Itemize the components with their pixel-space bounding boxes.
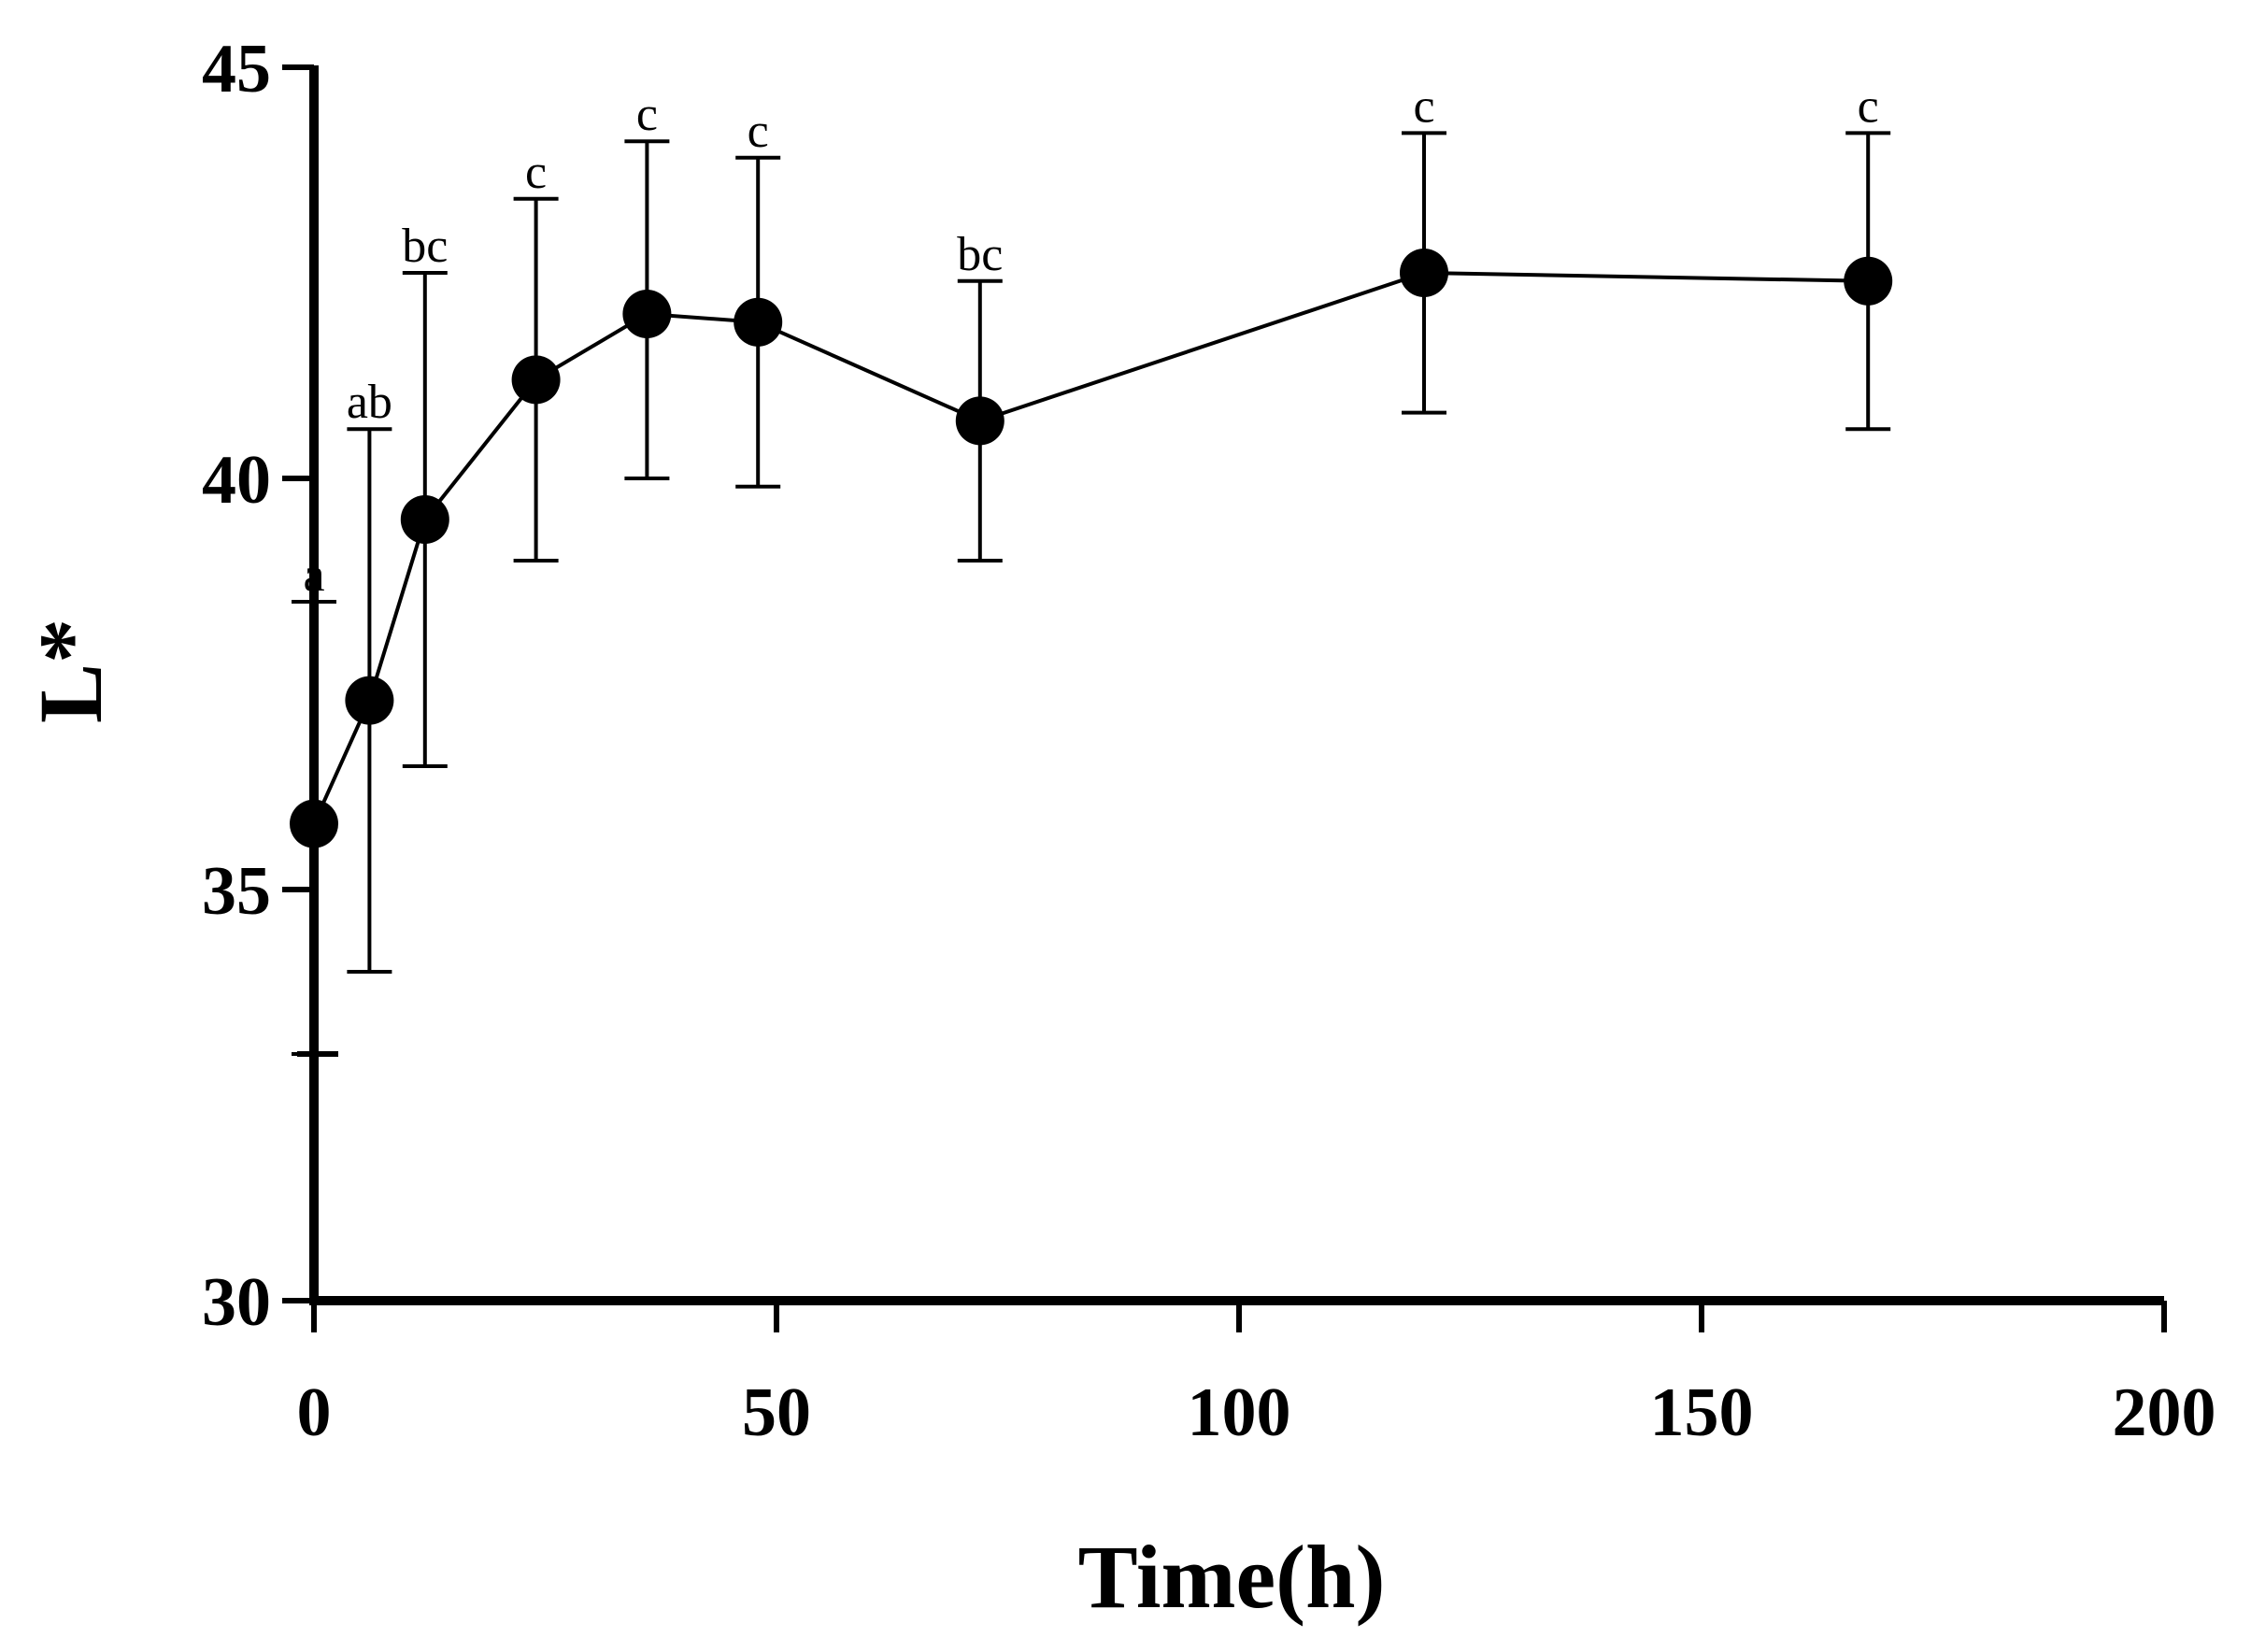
y-tick-label: 45 (202, 31, 271, 107)
significance-label: c (1413, 79, 1434, 133)
y-axis-title: L* (21, 619, 121, 723)
significance-label: c (748, 105, 769, 158)
y-tick-label: 35 (202, 853, 271, 930)
axes: 30 35 40 45 0 50 100 150 200 (202, 31, 2216, 1451)
y-tick-label: 40 (202, 442, 271, 519)
significance-label: c (1858, 79, 1879, 133)
significance-label: ab (347, 376, 392, 429)
significance-label: c (636, 88, 658, 141)
data-point (622, 290, 672, 338)
data-point (345, 676, 394, 725)
y-tick-label: 30 (202, 1264, 271, 1341)
x-tick-label: 50 (742, 1374, 811, 1451)
significance-label: c (525, 146, 547, 199)
markers-layer (290, 249, 1893, 848)
data-point (400, 495, 449, 544)
x-tick-label: 0 (297, 1374, 332, 1451)
x-tick-label: 200 (2113, 1374, 2216, 1451)
significance-label: a (303, 548, 324, 602)
data-point (511, 355, 561, 405)
data-point (1844, 256, 1893, 306)
significance-label: bc (957, 228, 1003, 281)
significance-label: bc (402, 220, 448, 273)
significance-labels-layer: a ab bc c c c bc c c (303, 79, 1878, 602)
data-point (734, 297, 783, 347)
data-point (1400, 249, 1448, 297)
series-layer (312, 270, 1869, 825)
x-axis-title: Time(h) (1078, 1527, 1386, 1627)
x-tick-label: 100 (1188, 1374, 1291, 1451)
data-point (955, 396, 1004, 446)
x-tick-label: 150 (1650, 1374, 1754, 1451)
series-line (312, 270, 1869, 825)
data-point (290, 799, 338, 848)
error-bars-layer (292, 131, 1891, 1056)
